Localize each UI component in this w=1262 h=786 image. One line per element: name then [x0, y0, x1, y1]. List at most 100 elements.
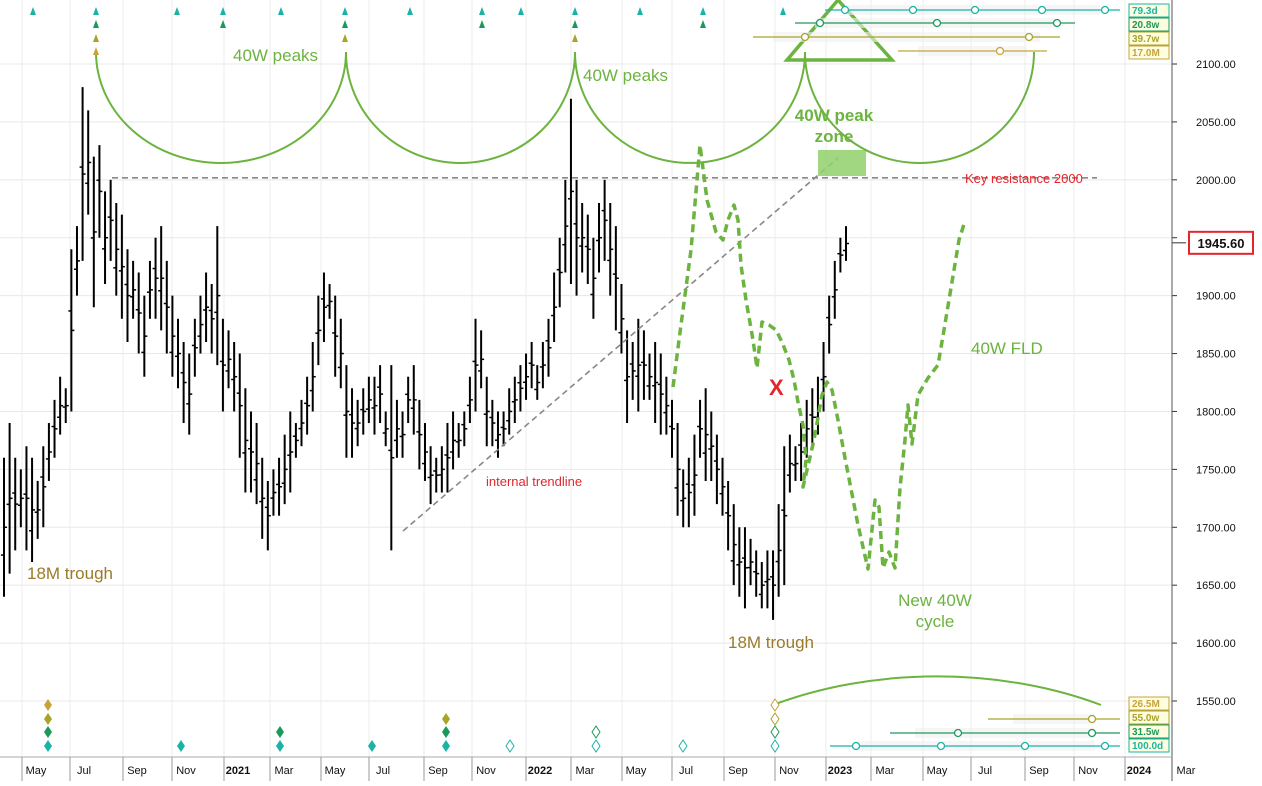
projection-circle: [953, 728, 963, 738]
grid-lines: [0, 0, 1173, 760]
ohlc-bar: [629, 341, 636, 400]
projection-circle: [1087, 728, 1097, 738]
top-cycle-marker: [479, 20, 485, 28]
ohlc-bar: [652, 341, 659, 424]
time-label: 2021: [226, 765, 250, 777]
top-cycle-marker: [407, 7, 413, 15]
cycle-overlays: [95, 0, 1102, 706]
projection-circle: [1087, 714, 1097, 724]
time-label: Nov: [476, 765, 496, 777]
ohlc-bar: [461, 411, 468, 447]
bottom-cycle-marker: [591, 739, 601, 753]
time-label: Sep: [728, 765, 748, 777]
ohlc-bar: [23, 446, 30, 551]
ohlc-bar: [102, 191, 109, 285]
cycle-length-label: 20.8w: [1132, 20, 1159, 31]
bottom-cycle-marker: [177, 740, 185, 752]
price-tick-label: 1600.00: [1196, 638, 1236, 650]
ohlc-bar: [539, 341, 546, 389]
ohlc-bar: [713, 434, 720, 505]
ohlc-bar: [483, 376, 490, 447]
ohlc-bar: [203, 272, 210, 342]
cycle-length-label: 39.7w: [1132, 34, 1159, 45]
projection-circle: [1052, 18, 1062, 28]
bottom-cycle-marker: [442, 726, 450, 738]
ohlc-bar: [590, 237, 597, 319]
top-cycle-marker: [518, 7, 524, 15]
ohlc-bar: [506, 388, 513, 435]
ohlc-bar: [135, 272, 142, 354]
time-label: May: [626, 765, 647, 777]
ohlc-bar: [186, 353, 193, 435]
ohlc-bar: [349, 388, 356, 458]
cycle-length-box: [1128, 17, 1170, 32]
cycle-length-label: 100.0d: [1132, 741, 1163, 752]
cycle-length-box: [1128, 3, 1170, 18]
ohlc-bar: [118, 214, 125, 319]
ohlc-bar: [478, 330, 485, 389]
cycle-length-box: [1128, 45, 1170, 60]
ohlc-bar: [551, 272, 558, 342]
ohlc-bar: [523, 353, 530, 400]
ohlc-bar: [259, 457, 266, 539]
projection-circle: [1020, 741, 1030, 751]
ohlc-bar: [152, 237, 159, 319]
ohlc-bar: [528, 341, 535, 389]
ohlc-bar: [730, 504, 737, 586]
ohlc-bar: [719, 457, 726, 516]
time-label: May: [26, 765, 47, 777]
cycle-40w-arc: [345, 51, 576, 164]
cycle-length-box: [1128, 738, 1170, 753]
projection-circle: [1037, 5, 1047, 15]
ohlc-bar: [298, 399, 305, 447]
ohlc-bar: [702, 388, 709, 481]
time-label: Jul: [77, 765, 91, 777]
top-cycle-marker: [278, 7, 284, 15]
ohlc-bar: [191, 318, 198, 377]
ohlc-bar: [287, 411, 294, 493]
ohlc-bar: [545, 318, 552, 377]
price-tick-label: 1750.00: [1196, 464, 1236, 476]
ohlc-bar: [618, 284, 625, 354]
annotation-internal-trendline: internal trendline: [486, 474, 582, 489]
ohlc-bar: [208, 284, 215, 354]
ohlc-bar: [646, 353, 653, 400]
time-label: 2023: [828, 765, 852, 777]
ohlc-bar: [798, 423, 805, 481]
time-label: Sep: [1029, 765, 1049, 777]
ohlc-bar: [231, 341, 238, 412]
ohlc-bar: [685, 457, 692, 528]
ohlc-bar: [236, 353, 243, 458]
top-cycle-marker: [174, 7, 180, 15]
top-cycle-marker: [479, 7, 485, 15]
ohlc-bar: [775, 504, 782, 597]
ohlc-bar: [534, 365, 541, 400]
price-tick-label: 1650.00: [1196, 580, 1236, 592]
time-label: 2022: [528, 765, 552, 777]
time-label: Jul: [376, 765, 390, 777]
ohlc-bar: [180, 341, 187, 424]
ohlc-bar: [90, 156, 97, 308]
bottom-cycle-marker: [44, 713, 52, 725]
ohlc-bar: [601, 179, 608, 261]
ohlc-bar: [309, 341, 316, 412]
top-cycle-marker: [220, 20, 226, 28]
ohlc-bar: [169, 295, 176, 377]
ohlc-bar: [388, 365, 395, 551]
ohlc-bar: [708, 411, 715, 481]
cycle-length-label: 79.3d: [1132, 6, 1158, 17]
ohlc-bar: [113, 202, 120, 296]
ohlc-bar: [382, 411, 389, 447]
ohlc-bar: [158, 226, 165, 331]
bottom-cycle-marker: [442, 713, 450, 725]
projection-circle: [995, 46, 1005, 56]
price-tick-label: 2000.00: [1196, 175, 1236, 187]
ohlc-bar: [607, 202, 614, 296]
ohlc-bar: [214, 226, 221, 366]
top-cycle-marker: [572, 7, 578, 15]
projection-circle: [1100, 5, 1110, 15]
annotation-40w-peaks: 40W peaks: [233, 46, 318, 65]
top-cycle-marker: [342, 20, 348, 28]
ohlc-bar: [225, 330, 232, 389]
bottom-cycle-marker: [770, 712, 780, 726]
